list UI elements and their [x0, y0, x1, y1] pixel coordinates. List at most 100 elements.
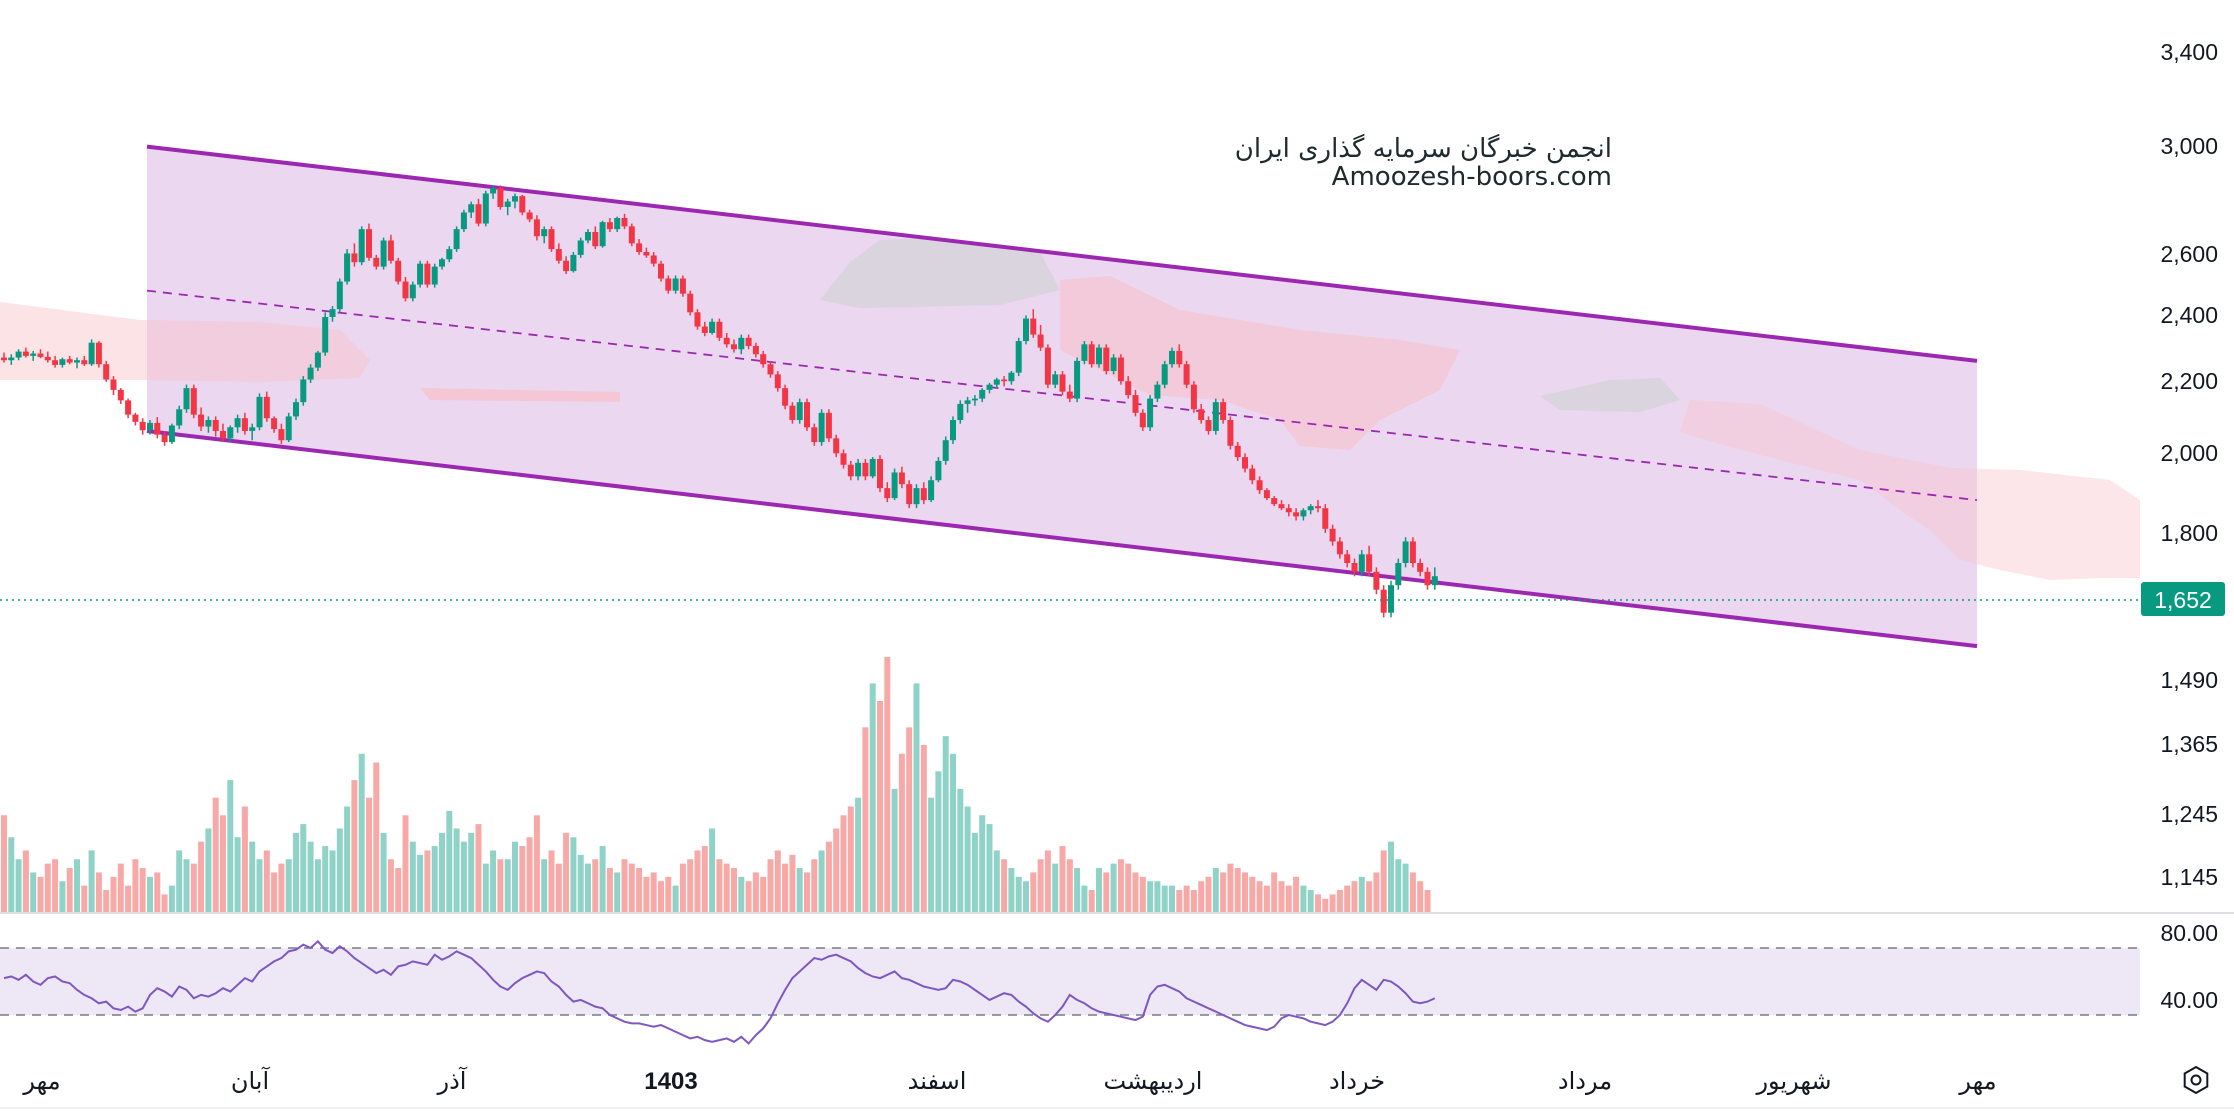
candle: [840, 449, 847, 469]
volume-bar: [1402, 863, 1409, 912]
candle-body: [1117, 357, 1124, 382]
candle-body: [278, 429, 285, 441]
volume-bar: [249, 841, 256, 912]
price-tick-label: 1,245: [2160, 801, 2218, 827]
candle: [52, 355, 59, 368]
candle-body: [1044, 347, 1051, 385]
candle-body: [636, 243, 643, 252]
candle-body: [190, 388, 197, 415]
candle: [307, 364, 314, 383]
candle-body: [563, 260, 570, 272]
volume-bar: [570, 837, 577, 912]
volume-bar: [767, 859, 774, 912]
volume-bar: [336, 828, 343, 912]
candle: [1212, 398, 1219, 435]
candle-body: [249, 427, 256, 431]
candle-body: [913, 488, 920, 505]
candle-body: [971, 398, 978, 401]
candle-body: [147, 422, 153, 431]
volume-bar: [993, 850, 1000, 912]
candle: [1329, 524, 1336, 546]
volume-bar: [1366, 881, 1373, 912]
candle-body: [387, 240, 394, 261]
candle: [439, 257, 445, 270]
candle-body: [1388, 585, 1394, 613]
volume-bar: [979, 815, 986, 912]
candle-body: [782, 388, 789, 406]
candle: [701, 321, 708, 337]
volume-bar: [417, 854, 424, 912]
candle-body: [643, 251, 650, 256]
gear-icon[interactable]: [2183, 1065, 2209, 1095]
candle: [176, 405, 183, 430]
time-axis-label: آبان: [231, 1066, 271, 1095]
volume-bar: [1132, 872, 1139, 912]
volume-bar: [1088, 890, 1095, 912]
volume-bar: [1409, 872, 1416, 912]
candle: [446, 246, 453, 263]
candle-body: [862, 462, 869, 477]
candle: [1336, 537, 1343, 559]
candle-body: [1212, 402, 1219, 431]
candle: [15, 349, 22, 361]
volume-bar: [1373, 872, 1380, 912]
volume-bar: [716, 859, 723, 912]
candle: [358, 226, 365, 266]
candle-body: [519, 196, 526, 213]
candle-body: [1242, 457, 1248, 469]
candle: [1, 352, 7, 363]
candle-body: [687, 293, 694, 313]
volume-bar: [453, 828, 460, 912]
candle-body: [322, 317, 329, 353]
candle: [1176, 344, 1183, 368]
volume-bar: [877, 700, 883, 912]
volume-bar: [44, 863, 51, 912]
volume-bar: [95, 872, 102, 912]
candle-body: [1271, 498, 1278, 505]
channel-upper-line[interactable]: [146, 144, 1978, 363]
candle-body: [731, 344, 737, 350]
candle: [964, 396, 971, 413]
candle-body: [716, 321, 723, 338]
volume-bar: [585, 863, 591, 912]
channel-mid-line[interactable]: [146, 289, 1978, 502]
candle-body: [161, 434, 168, 443]
candle-body: [402, 281, 409, 299]
volume-bar: [577, 854, 584, 912]
volume-bar: [293, 832, 299, 912]
volume-bar: [855, 797, 862, 912]
current-price-badge: 1,652: [2141, 582, 2225, 616]
volume-bar: [1176, 890, 1183, 912]
volume-bar: [804, 872, 810, 912]
candle: [1322, 504, 1329, 533]
time-axis-label: مهر: [22, 1068, 60, 1095]
volume-bar: [847, 806, 854, 912]
candle: [789, 402, 796, 424]
candle: [1161, 360, 1168, 389]
candle: [293, 398, 299, 421]
price-axis[interactable]: 3,400 3,000 2,600 2,400 2,200 2,000 1,800 1,490…: [2160, 39, 2218, 890]
volume-bar: [760, 876, 767, 912]
volume-bar: [774, 850, 781, 912]
candle: [234, 414, 241, 433]
volume-bar: [1190, 890, 1197, 912]
volume-bar: [190, 863, 197, 912]
candle-body: [840, 453, 847, 465]
candle: [606, 217, 613, 232]
time-axis[interactable]: مهر آبان آذر 1403 اسفند اردیبهشت خرداد مرداد شهر…: [22, 1066, 1996, 1095]
channel-lower-line[interactable]: [146, 428, 1978, 649]
volume-bar: [373, 762, 380, 912]
volume-bar: [117, 863, 124, 912]
candle: [249, 423, 256, 441]
candle-body: [1154, 384, 1161, 399]
candle-body: [1402, 541, 1409, 563]
candle-body: [95, 342, 102, 365]
candle-body: [460, 212, 467, 230]
candle: [205, 416, 212, 433]
volume-bar: [1278, 881, 1285, 912]
volume-bar: [1169, 885, 1175, 912]
candle-body: [672, 278, 679, 291]
volume-bar: [22, 850, 29, 912]
